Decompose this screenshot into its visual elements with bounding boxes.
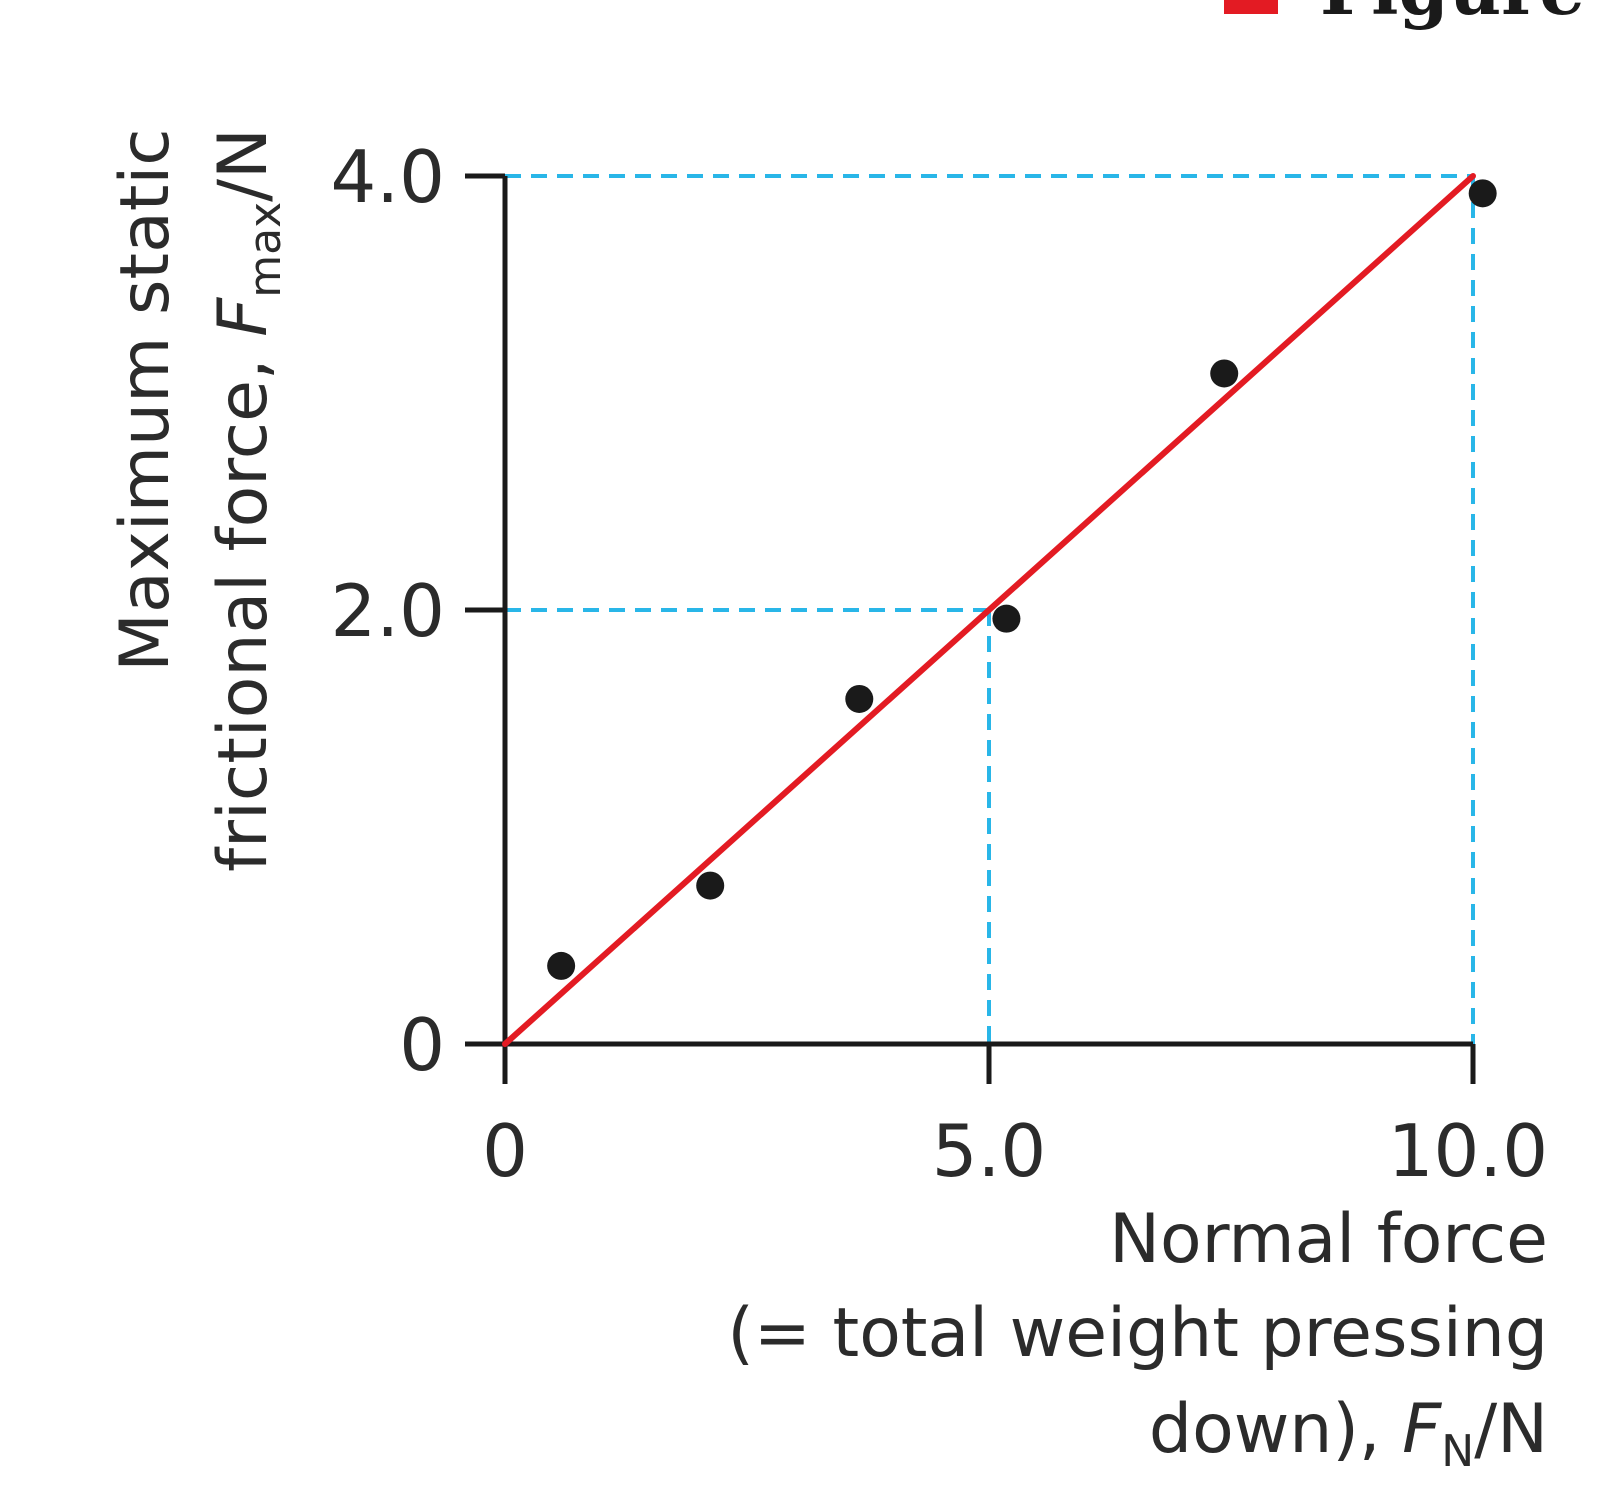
x-tick-label-1: 5.0 [932, 1109, 1047, 1193]
x-axis-title-unit: /N [1474, 1390, 1548, 1469]
figure-caption: Figure A [1320, 0, 1600, 31]
y-axis-ticks: 0 2.0 4.0 [330, 135, 505, 1087]
x-axis-title-line2-text: (= total weight pressing [727, 1294, 1548, 1373]
data-point-5 [1468, 179, 1497, 208]
x-axis-title-line2: (= total weight pressing [727, 1294, 1548, 1373]
fit-line [502, 173, 1476, 1047]
x-axis-title-line3: down), FN/N [1149, 1390, 1548, 1477]
y-axis-title-line2: frictional force, Fmax/N [204, 128, 291, 872]
y-axis-title-symbol: F [204, 297, 283, 337]
y-axis-title-line2-prefix: frictional force, [204, 337, 283, 872]
x-axis-title-subscript: N [1441, 1426, 1474, 1477]
y-axis-title-unit: /N [204, 128, 283, 202]
data-point-0 [547, 951, 576, 980]
x-tick-label-0: 0 [482, 1109, 528, 1193]
y-axis-title-subscript: max [240, 202, 291, 298]
data-points [547, 179, 1497, 980]
y-tick-label-0: 0 [399, 1003, 445, 1087]
x-axis-title-symbol: F [1402, 1390, 1442, 1469]
y-tick-label-2: 4.0 [330, 135, 445, 219]
data-point-1 [696, 871, 725, 900]
data-point-2 [845, 684, 874, 713]
x-axis-title-line1-text: Normal force [1109, 1200, 1548, 1279]
y-axis-title-line1: Maximum static [106, 128, 185, 671]
guide-lines [505, 174, 1475, 1044]
x-axis-title-line3-prefix: down), [1149, 1390, 1402, 1469]
data-point-4 [1210, 359, 1239, 388]
x-tick-label-2: 10.0 [1388, 1109, 1548, 1193]
x-axis-ticks: 0 5.0 10.0 [482, 1044, 1548, 1193]
data-point-3 [992, 604, 1021, 633]
x-axis-title-line1: Normal force [1109, 1200, 1548, 1279]
y-axis-title-line1-text: Maximum static [106, 128, 185, 671]
y-tick-label-1: 2.0 [330, 569, 445, 653]
figure-caption-marker [1224, 0, 1278, 14]
